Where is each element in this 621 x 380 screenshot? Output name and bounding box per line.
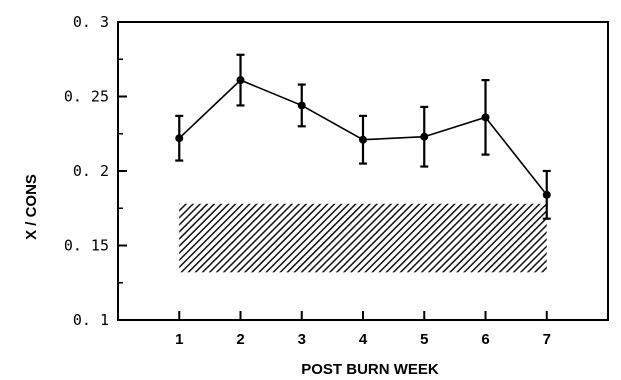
x-tick-label: 4 <box>359 331 368 348</box>
y-tick-label: 0. 2 <box>73 162 109 180</box>
data-point <box>297 101 306 110</box>
shaded-band <box>179 203 547 273</box>
x-tick-label: 2 <box>236 331 244 348</box>
x-tick-label: 5 <box>420 331 428 348</box>
data-point <box>236 76 245 85</box>
y-tick-label: 0. 3 <box>73 13 109 31</box>
data-point <box>175 134 184 143</box>
data-point <box>542 190 551 199</box>
y-axis-label: X / CONS <box>23 174 40 240</box>
x-tick-label: 1 <box>175 331 183 348</box>
x-tick-label: 7 <box>543 331 551 348</box>
x-axis-label: POST BURN WEEK <box>301 361 439 378</box>
y-tick-label: 0. 15 <box>64 237 109 255</box>
plot-frame <box>117 21 609 321</box>
y-tick-label: 0. 1 <box>73 311 109 329</box>
data-point <box>359 135 367 144</box>
y-tick-label: 0. 25 <box>64 88 109 106</box>
x-tick-label: 6 <box>481 331 489 348</box>
x-tick-label: 3 <box>298 331 306 348</box>
data-point <box>420 132 429 141</box>
data-point <box>481 113 490 122</box>
